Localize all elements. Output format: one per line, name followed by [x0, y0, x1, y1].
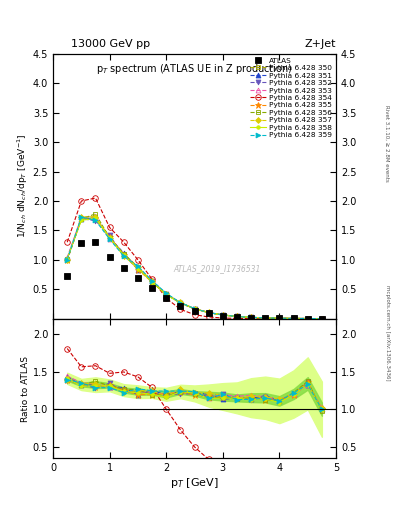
Legend: ATLAS, Pythia 6.428 350, Pythia 6.428 351, Pythia 6.428 352, Pythia 6.428 353, P: ATLAS, Pythia 6.428 350, Pythia 6.428 35… [249, 56, 334, 140]
Text: 13000 GeV pp: 13000 GeV pp [71, 38, 150, 49]
Text: ATLAS_2019_I1736531: ATLAS_2019_I1736531 [173, 264, 261, 273]
Text: p$_T$ spectrum (ATLAS UE in Z production): p$_T$ spectrum (ATLAS UE in Z production… [96, 62, 293, 76]
X-axis label: p$_T$ [GeV]: p$_T$ [GeV] [170, 476, 219, 490]
Y-axis label: 1/N$_{ch}$ dN$_{ch}$/dp$_T$ [GeV$^{-1}$]: 1/N$_{ch}$ dN$_{ch}$/dp$_T$ [GeV$^{-1}$] [15, 134, 30, 239]
Text: Rivet 3.1.10, ≥ 2.8M events: Rivet 3.1.10, ≥ 2.8M events [385, 105, 389, 182]
Text: mcplots.cern.ch [arXiv:1306.3436]: mcplots.cern.ch [arXiv:1306.3436] [385, 285, 389, 380]
Text: Z+Jet: Z+Jet [305, 38, 336, 49]
Y-axis label: Ratio to ATLAS: Ratio to ATLAS [21, 355, 30, 421]
